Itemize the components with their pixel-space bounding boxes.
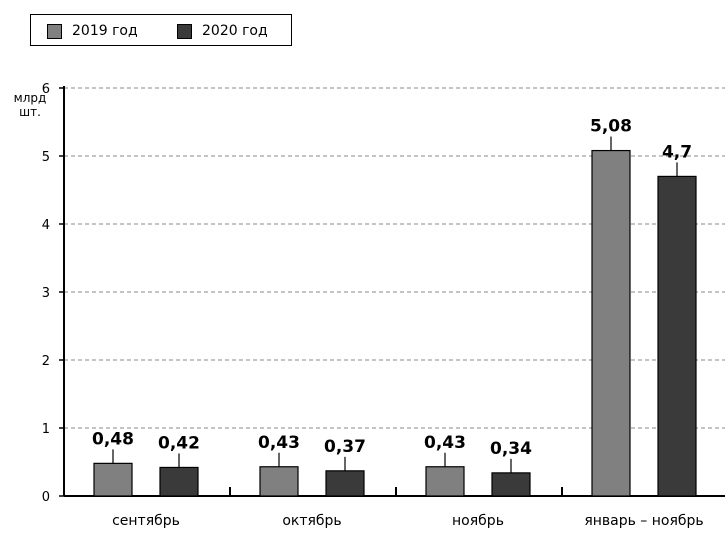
data-label: 0,34 [490, 439, 532, 459]
legend-item-2020: 2020 год [177, 22, 268, 40]
y-tick-label: 2 [42, 354, 50, 369]
legend-swatch-2020 [177, 23, 192, 39]
data-label: 0,42 [158, 433, 200, 453]
bar-2020 [657, 175, 697, 497]
x-category-label: октябрь [282, 513, 341, 529]
bar-2019 [425, 466, 465, 497]
legend-swatch-2019 [47, 23, 62, 39]
legend-item-2019: 2019 год [47, 22, 138, 40]
data-label: 5,08 [590, 117, 632, 137]
x-category-label: сентябрь [112, 513, 180, 529]
y-tick-label: 3 [42, 286, 50, 301]
data-label: 0,43 [258, 433, 300, 453]
legend-label-2020: 2020 год [202, 23, 268, 39]
x-category-label: ноябрь [452, 513, 504, 529]
y-tick-label: 5 [42, 150, 50, 165]
legend-label-2019: 2019 год [72, 23, 138, 39]
bar-2020 [159, 466, 199, 497]
data-label: 0,48 [92, 429, 134, 449]
y-axis-unit: млрд шт. [8, 91, 52, 119]
y-tick-label: 6 [42, 82, 50, 97]
bar-2020 [491, 472, 531, 497]
bar-2019 [259, 466, 299, 497]
data-label: 4,7 [662, 142, 692, 162]
legend: 2019 год 2020 год [30, 14, 292, 46]
bar-2019 [591, 149, 631, 497]
x-category-label: январь – ноябрь [584, 513, 703, 529]
y-tick-label: 1 [42, 422, 50, 437]
bar-2020 [325, 470, 365, 497]
data-label: 0,43 [424, 433, 466, 453]
y-axis-unit-line-2: шт. [19, 105, 41, 119]
data-label: 0,37 [324, 437, 366, 457]
y-axis-unit-line-1: млрд [13, 91, 47, 105]
y-tick-label: 0 [42, 490, 50, 505]
bar-2019 [93, 462, 133, 497]
y-tick-label: 4 [42, 218, 50, 233]
